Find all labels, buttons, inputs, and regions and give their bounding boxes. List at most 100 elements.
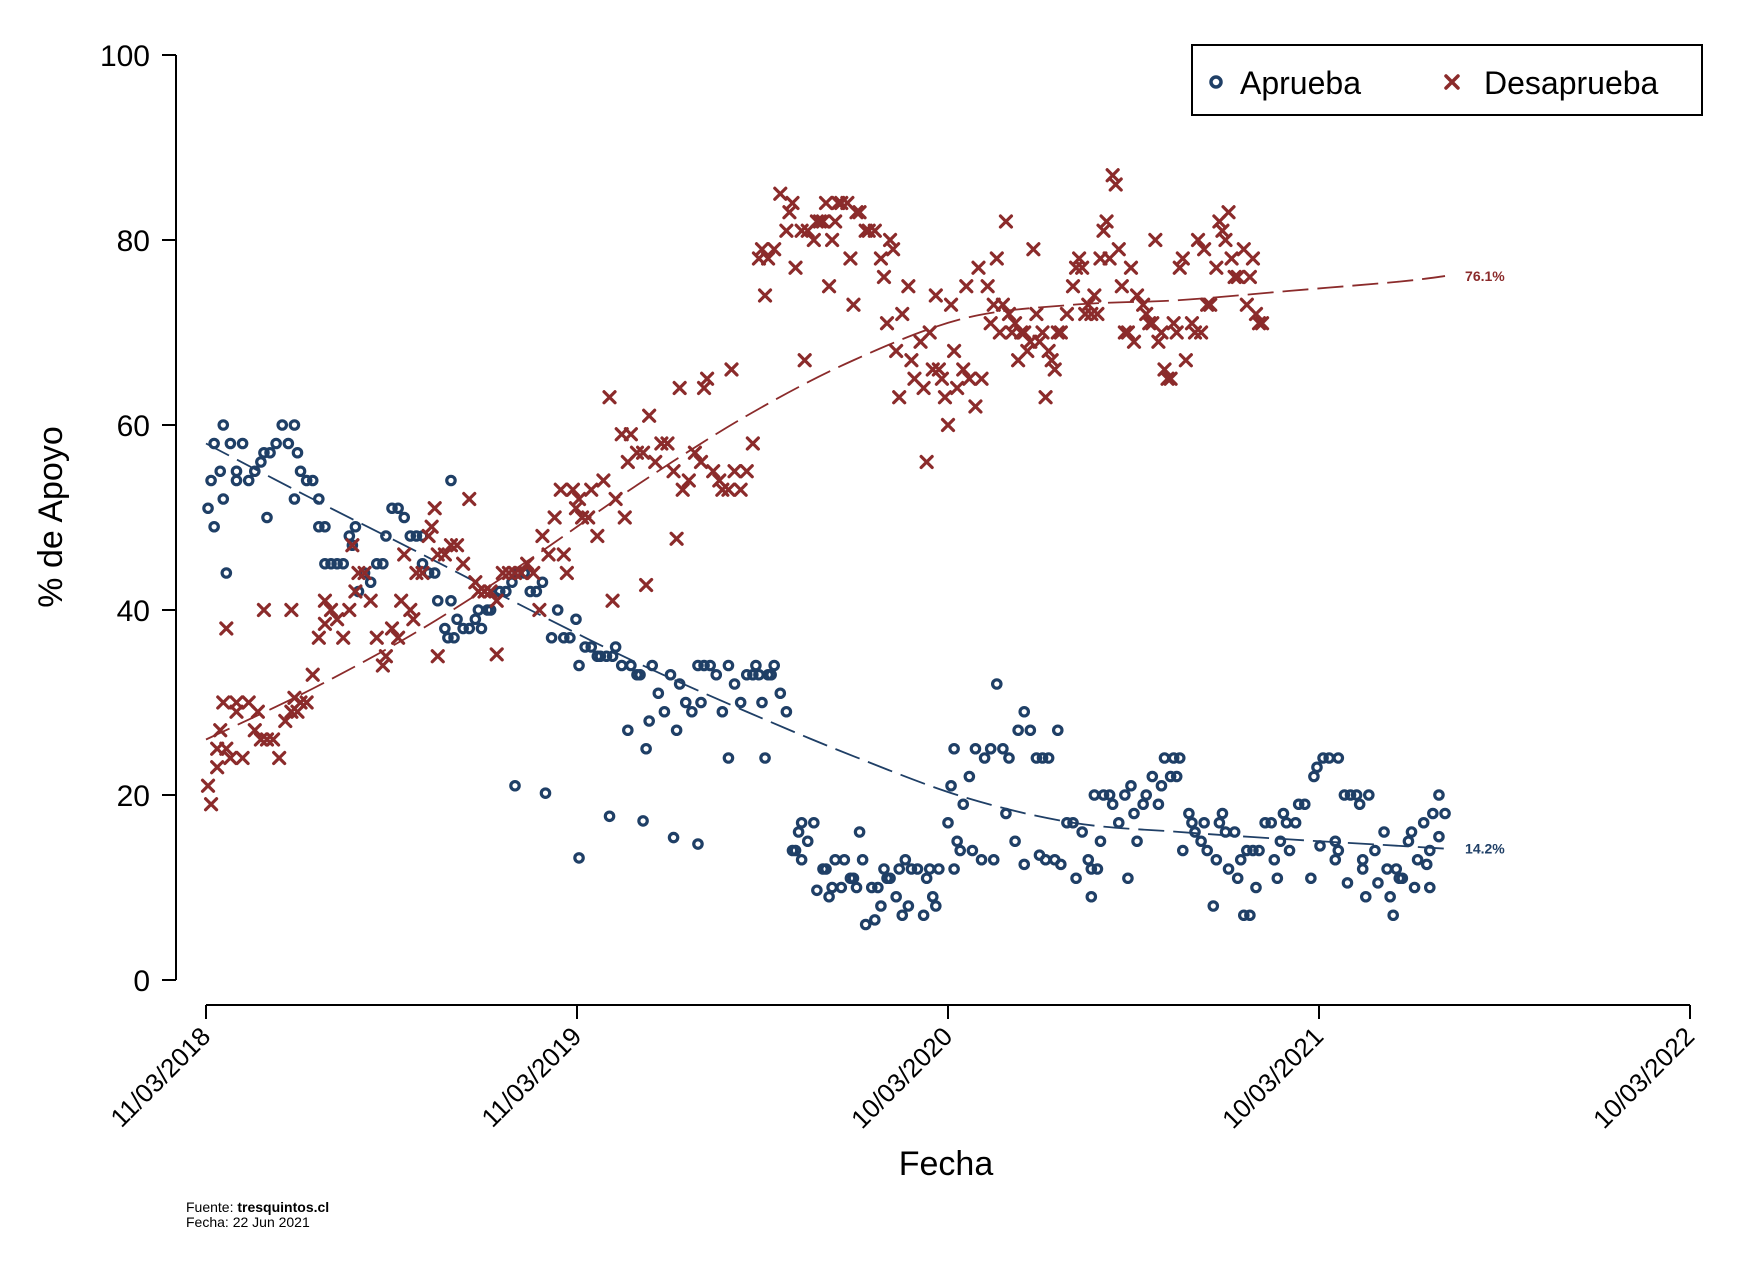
desaprueba-point <box>1178 353 1193 368</box>
aprueba-point <box>594 650 607 663</box>
aprueba-point <box>551 604 564 616</box>
aprueba-point <box>264 446 276 459</box>
aprueba-point <box>1433 789 1445 801</box>
desaprueba-point <box>660 436 675 451</box>
aprueba-point <box>1112 816 1125 829</box>
desaprueba-point <box>424 519 439 534</box>
aprueba-point <box>300 474 313 487</box>
aprueba-point <box>337 557 350 570</box>
aprueba-point <box>1359 890 1372 903</box>
aprueba-point <box>859 918 872 931</box>
desaprueba-point <box>272 750 287 766</box>
aprueba-point <box>242 474 255 487</box>
aprueba-point <box>625 659 637 672</box>
desaprueba-point <box>235 750 250 766</box>
aprueba-point <box>1231 872 1244 885</box>
aprueba-point <box>270 437 282 450</box>
desaprueba-point <box>437 547 452 562</box>
desaprueba-point <box>1001 306 1017 322</box>
aprueba-point <box>990 678 1003 690</box>
desaprueba-point <box>788 260 803 275</box>
aprueba-point <box>428 567 441 579</box>
aprueba-point <box>224 437 237 450</box>
aprueba-point <box>698 659 710 672</box>
aprueba-point <box>1119 789 1131 801</box>
desaprueba-point <box>1126 334 1142 349</box>
aprueba-point <box>1088 789 1101 801</box>
aprueba-point <box>765 668 777 681</box>
aprueba-point <box>1314 840 1326 852</box>
aprueba-point <box>756 696 768 709</box>
desaprueba-point <box>556 547 571 562</box>
desaprueba-point <box>1142 316 1157 331</box>
desaprueba-point <box>553 482 568 497</box>
aprueba-point <box>768 659 780 672</box>
desaprueba-point <box>666 464 681 479</box>
aprueba-point <box>1122 872 1134 885</box>
aprueba-point <box>1274 835 1287 848</box>
desaprueba-point <box>901 279 916 294</box>
desaprueba-point <box>427 501 442 516</box>
desaprueba-point <box>571 491 587 507</box>
aprueba-point <box>710 668 723 681</box>
aprueba-point <box>1329 835 1342 848</box>
aprueba-point <box>258 446 270 459</box>
aprueba-point <box>1332 752 1345 764</box>
x-tick-label: 10/03/2020 <box>845 1021 958 1134</box>
y-tick-label: 20 <box>117 780 150 813</box>
aprueba-point <box>869 914 881 926</box>
aprueba-point <box>1289 816 1302 829</box>
desaprueba-point <box>727 464 742 479</box>
aprueba-point <box>716 705 729 718</box>
y-tick-label: 0 <box>133 965 150 998</box>
aprueba-point <box>1292 798 1305 811</box>
aprueba-point <box>1332 844 1345 857</box>
desaprueba-point <box>1190 232 1206 248</box>
aprueba-point <box>1186 816 1198 829</box>
aprueba-point <box>1061 816 1073 829</box>
aprueba-point <box>670 724 683 737</box>
aprueba-point <box>1372 877 1384 889</box>
aprueba-point <box>469 613 482 626</box>
aprueba-point <box>1253 844 1265 857</box>
trend-line-desaprueba <box>205 275 1446 741</box>
aprueba-point <box>622 724 634 737</box>
desaprueba-point <box>317 616 333 631</box>
desaprueba-point <box>345 538 360 553</box>
desaprueba-point <box>940 417 956 433</box>
aprueba-point <box>838 853 851 866</box>
aprueba-point <box>579 641 591 653</box>
aprueba-point <box>1055 858 1067 871</box>
aprueba-point <box>1176 844 1189 857</box>
aprueba-point <box>536 576 549 589</box>
desaprueba-point <box>889 343 904 359</box>
aprueba-point <box>1155 779 1168 792</box>
desaprueba-point <box>821 279 837 294</box>
aprueba-point <box>1039 853 1052 866</box>
aprueba-point <box>313 493 325 505</box>
source-link[interactable]: tresquintos.cl <box>237 1199 330 1215</box>
aprueba-point <box>463 622 476 635</box>
desaprueba-point <box>1123 260 1139 275</box>
desaprueba-point <box>1242 269 1257 285</box>
desaprueba-point <box>1090 306 1105 322</box>
aprueba-point <box>1323 752 1335 764</box>
aprueba-point <box>230 474 243 487</box>
aprueba-point <box>1378 826 1390 838</box>
x-tick-label: 10/03/2022 <box>1587 1021 1700 1134</box>
desaprueba-point <box>675 482 690 497</box>
aprueba-point <box>1198 816 1210 829</box>
aprueba-point <box>1247 844 1259 857</box>
desaprueba-point <box>1075 260 1090 275</box>
aprueba-point <box>1420 858 1433 871</box>
aprueba-point <box>445 594 457 607</box>
legend-label-desaprueba: Desaprueba <box>1484 65 1659 101</box>
aprueba-point <box>1000 807 1012 820</box>
aprueba-point <box>410 530 423 542</box>
y-axis-title: % de Apoyo <box>32 426 70 607</box>
aprueba-point <box>606 650 619 663</box>
desaprueba-point <box>203 797 219 812</box>
y-tick-label: 60 <box>117 410 150 443</box>
aprueba-point <box>1131 835 1143 848</box>
desaprueba-point <box>219 741 234 756</box>
